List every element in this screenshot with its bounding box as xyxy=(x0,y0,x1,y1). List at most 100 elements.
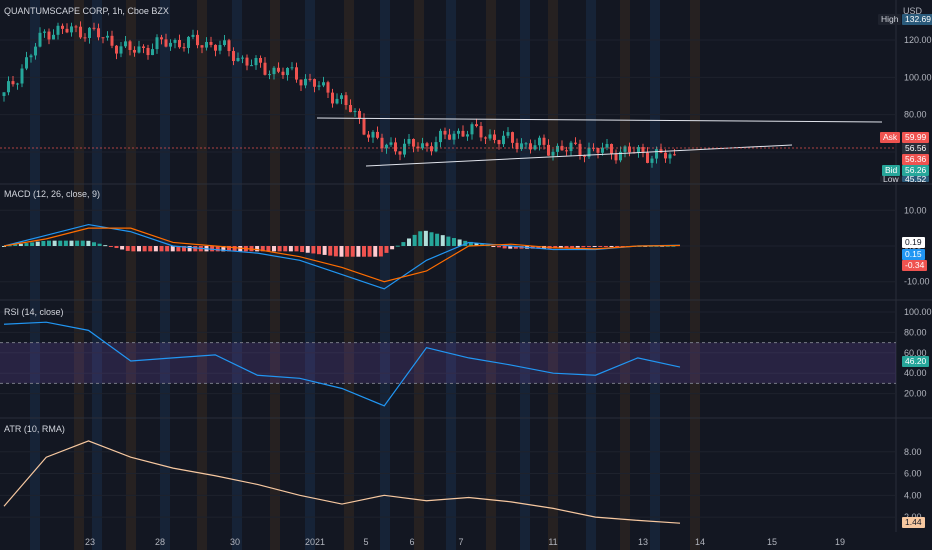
macd-histogram-bar xyxy=(603,246,608,247)
candle-body xyxy=(223,40,226,45)
high-value-badge: 132.69 xyxy=(902,14,932,25)
macd-histogram-bar xyxy=(2,246,6,247)
candle-body xyxy=(250,65,253,67)
candle-body xyxy=(655,149,658,159)
candle-body xyxy=(313,79,316,87)
macd-histogram-bar xyxy=(176,246,181,252)
candle-body xyxy=(587,147,591,157)
high-label-badge: High xyxy=(878,14,902,25)
macd-histogram-bar xyxy=(170,246,175,252)
macd-badge-2: 0.15 xyxy=(902,249,925,260)
macd-histogram-bar xyxy=(283,246,288,252)
candle-body xyxy=(407,138,411,144)
candle-body xyxy=(29,55,33,58)
macd-histogram-bar xyxy=(553,246,558,249)
x-tick-label: 2021 xyxy=(305,537,325,547)
candle-body xyxy=(317,85,321,87)
candle-body xyxy=(448,134,451,140)
candle-body xyxy=(650,158,654,163)
currency-label: USD xyxy=(903,6,923,16)
candle-body xyxy=(479,126,483,138)
candle-body xyxy=(421,143,424,149)
session-stripe xyxy=(30,0,40,550)
x-tick-label: 14 xyxy=(695,537,705,547)
session-stripe xyxy=(305,0,315,550)
y-tick-label: 100.00 xyxy=(904,72,932,82)
candle-body xyxy=(178,40,181,48)
candle-body xyxy=(511,132,514,143)
macd-histogram-bar xyxy=(305,246,310,253)
macd-histogram-bar xyxy=(418,231,423,246)
macd-histogram-bar xyxy=(92,242,96,246)
candle-body xyxy=(605,143,609,148)
candle-body xyxy=(412,138,415,147)
candle-body xyxy=(596,147,600,153)
candle-body xyxy=(322,82,325,86)
rsi-title: RSI (14, close) xyxy=(4,307,64,317)
macd-histogram-bar xyxy=(429,232,434,246)
macd-histogram-bar xyxy=(193,246,198,252)
candle-body xyxy=(191,34,195,37)
candle-body xyxy=(7,81,10,93)
session-stripe xyxy=(232,0,242,550)
session-stripe xyxy=(486,0,496,550)
macd-histogram-bar xyxy=(153,246,158,252)
candle-body xyxy=(340,95,343,99)
candle-body xyxy=(83,37,87,39)
candle-body xyxy=(515,142,519,150)
macd-histogram-bar xyxy=(446,236,451,246)
macd-histogram-bar xyxy=(423,230,428,246)
candle-body xyxy=(200,45,204,48)
candle-body xyxy=(376,131,379,138)
candle-body xyxy=(484,137,487,139)
candle-body xyxy=(659,149,663,153)
signal-line xyxy=(3,227,681,283)
macd-histogram-bar xyxy=(63,240,68,246)
candle-body xyxy=(241,57,244,59)
candle-body xyxy=(583,155,586,157)
macd-badge-3: -0.34 xyxy=(902,260,928,271)
candle-body xyxy=(389,142,393,145)
macd-histogram-bar xyxy=(165,246,170,252)
candle-body xyxy=(641,147,645,153)
candle-body xyxy=(268,74,271,76)
candle-body xyxy=(331,92,334,104)
session-stripe xyxy=(520,0,530,550)
session-stripe xyxy=(380,0,390,550)
candle-body xyxy=(371,131,375,138)
candle-body xyxy=(254,57,258,66)
candle-body xyxy=(565,150,568,152)
session-stripe xyxy=(160,0,170,550)
macd-histogram-bar xyxy=(570,246,575,248)
macd-histogram-bar xyxy=(75,240,80,246)
candle-body xyxy=(344,95,348,106)
candle-body xyxy=(106,35,109,38)
candle-body xyxy=(574,142,577,144)
candle-body xyxy=(488,134,492,139)
macd-histogram-bar xyxy=(80,240,85,246)
macd-histogram-bar xyxy=(665,245,670,247)
macd-histogram-bar xyxy=(13,244,18,246)
macd-histogram-bar xyxy=(367,246,372,257)
symbol-title: QUANTUMSCAPE CORP, 1h, Cboe BZX xyxy=(4,6,169,16)
macd-histogram-bar xyxy=(497,246,501,248)
y-tick-label: 60.00 xyxy=(904,348,927,358)
ask-value-badge: 59.99 xyxy=(902,132,930,143)
macd-histogram-bar xyxy=(260,246,265,252)
candle-body xyxy=(92,27,96,29)
macd-histogram-bar xyxy=(401,242,406,246)
candle-body xyxy=(335,98,339,104)
candle-body xyxy=(56,25,60,35)
macd-histogram-bar xyxy=(491,246,496,247)
candle-body xyxy=(610,143,613,154)
session-stripe xyxy=(92,0,102,550)
y-tick-label: 4.00 xyxy=(904,490,922,500)
session-stripe xyxy=(126,0,136,550)
macd-histogram-bar xyxy=(356,246,361,257)
candle-body xyxy=(502,135,505,145)
macd-histogram-bar xyxy=(103,245,108,247)
candle-body xyxy=(430,146,433,152)
x-tick-label: 23 xyxy=(85,537,95,547)
candle-body xyxy=(70,26,73,33)
